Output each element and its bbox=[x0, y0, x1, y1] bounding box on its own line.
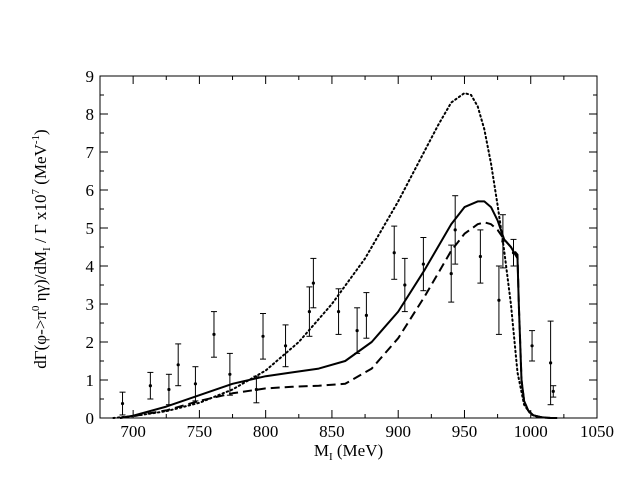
data-point bbox=[364, 313, 368, 317]
plot-frame bbox=[99, 75, 598, 419]
data-point bbox=[392, 251, 396, 255]
data-point bbox=[453, 228, 457, 232]
data-point bbox=[421, 262, 425, 266]
model-curves bbox=[112, 92, 559, 419]
data-point bbox=[167, 387, 171, 392]
y-tick-label: 7 bbox=[86, 143, 95, 162]
x-tick-label: 950 bbox=[452, 422, 478, 441]
solid-curve bbox=[119, 200, 558, 419]
x-tick-label: 1000 bbox=[514, 422, 548, 441]
data-point bbox=[193, 382, 198, 386]
x-tick-label: 1050 bbox=[580, 422, 614, 441]
data-point bbox=[497, 298, 501, 302]
y-tick-label: 6 bbox=[86, 181, 95, 200]
y-tick-label: 9 bbox=[86, 67, 95, 86]
data-point bbox=[449, 272, 453, 276]
data-point bbox=[228, 372, 232, 376]
data-point bbox=[212, 332, 216, 336]
data-point bbox=[403, 283, 407, 287]
x-tick-label: 750 bbox=[187, 422, 213, 441]
data-point bbox=[254, 387, 258, 392]
data-point bbox=[501, 239, 505, 243]
data-point bbox=[549, 361, 553, 365]
y-tick-label: 8 bbox=[86, 105, 95, 124]
data-point bbox=[336, 310, 341, 314]
data-point bbox=[148, 384, 152, 388]
data-point bbox=[176, 363, 180, 367]
dotted-curve bbox=[112, 92, 559, 419]
data-point bbox=[307, 310, 312, 314]
x-tick-label: 800 bbox=[253, 422, 279, 441]
x-axis-label: MI (MeV) bbox=[314, 441, 383, 463]
y-tick-label: 5 bbox=[86, 219, 95, 238]
x-tick-label: 850 bbox=[319, 422, 345, 441]
y-tick-label: 3 bbox=[86, 295, 95, 314]
data-point bbox=[478, 254, 482, 259]
data-point bbox=[120, 401, 125, 406]
data-point bbox=[283, 344, 288, 348]
axis-ticks: 700 750 800 850 900 950 1000 1050 0 1 2 3 4 5 6 7 8 9 bbox=[86, 67, 615, 441]
data-point bbox=[311, 281, 315, 285]
data-point bbox=[511, 251, 516, 255]
y-tick-label: 0 bbox=[86, 409, 95, 428]
data-point bbox=[530, 344, 534, 348]
data-point bbox=[261, 334, 265, 338]
y-axis-label: dΓ(φ->π0 ηγ)/dMI / Γ x107 (MeV-1) bbox=[30, 129, 53, 368]
y-tick-label: 2 bbox=[86, 333, 95, 352]
y-tick-label: 4 bbox=[86, 257, 95, 276]
experimental-points bbox=[119, 195, 557, 416]
data-point bbox=[551, 389, 555, 393]
x-tick-label: 900 bbox=[385, 422, 411, 441]
y-tick-label: 1 bbox=[86, 371, 95, 390]
data-point bbox=[355, 329, 359, 333]
x-tick-label: 700 bbox=[120, 422, 146, 441]
dashed-curve bbox=[119, 221, 558, 419]
